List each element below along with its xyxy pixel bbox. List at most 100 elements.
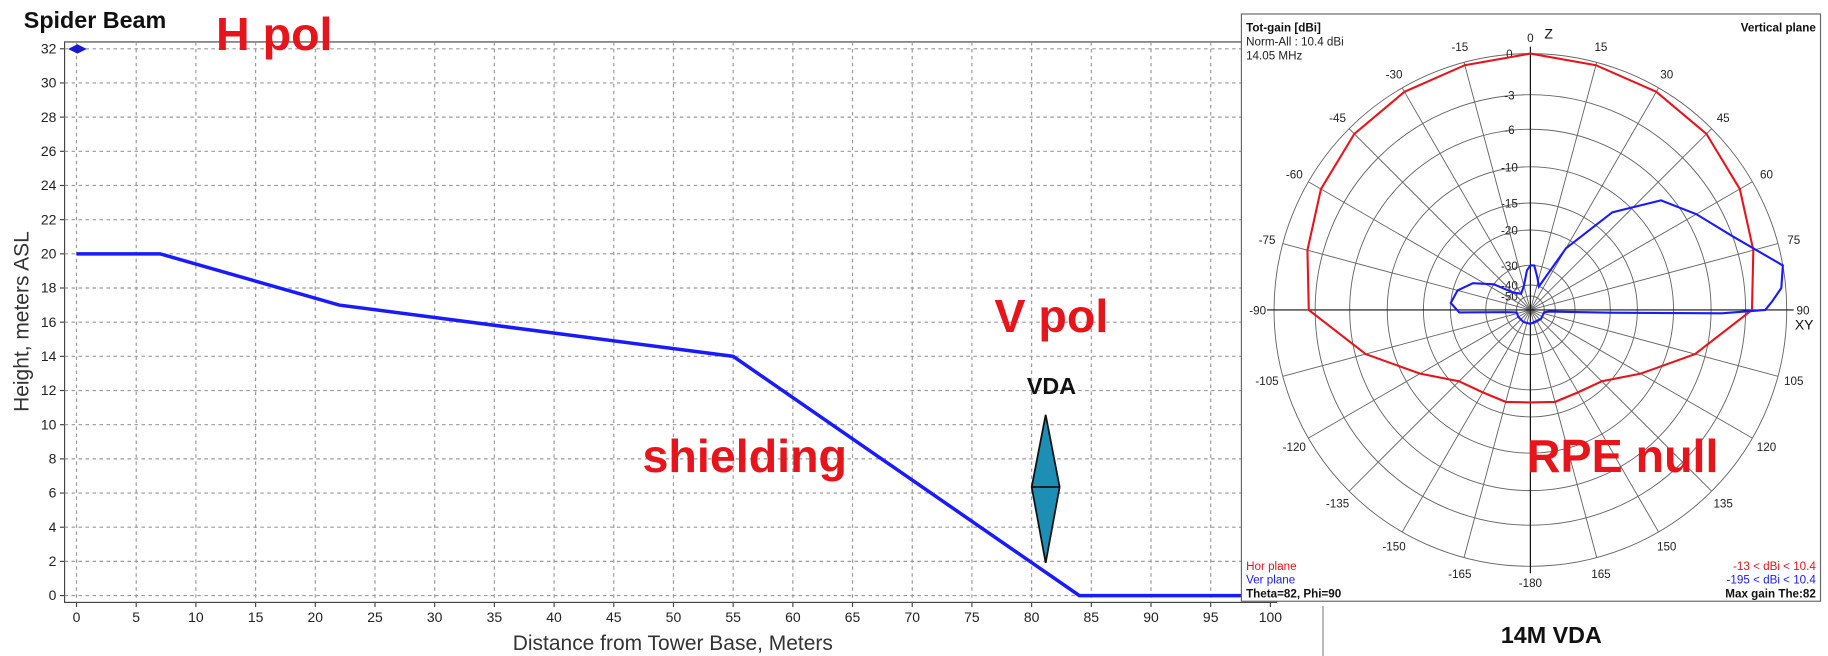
grid-spoke: [1463, 62, 1531, 311]
x-tick-label: 95: [1203, 609, 1219, 625]
theta-tick-label: 120: [1757, 441, 1777, 454]
theta-tick-label: 45: [1717, 112, 1730, 125]
y-tick-label: 20: [41, 245, 57, 261]
x-tick-label: 55: [725, 609, 741, 625]
theta-tick-label: 165: [1591, 568, 1610, 581]
theta-tick-label: 90: [1797, 305, 1810, 318]
r-tick-label: 0: [1506, 48, 1513, 61]
grid-spoke: [1348, 128, 1531, 311]
theta-tick-label: 60: [1760, 168, 1773, 181]
x-tick-label: 50: [666, 609, 682, 625]
grid-spoke: [1530, 243, 1779, 311]
theta-tick-label: 135: [1713, 497, 1732, 510]
grid-spoke: [1530, 128, 1712, 311]
theta-tick-label: 75: [1787, 234, 1800, 247]
theta-tick-label: 150: [1657, 541, 1677, 554]
axis-label: XY: [1795, 317, 1814, 333]
legend-label: Hor plane: [1246, 560, 1296, 573]
axis-label: Z: [1544, 25, 1553, 41]
x-tick-label: 75: [964, 609, 980, 625]
x-tick-label: 85: [1084, 609, 1100, 625]
y-tick-label: 28: [41, 109, 57, 125]
theta-tick-label: -60: [1286, 168, 1303, 181]
caption: 14M VDA: [1501, 622, 1602, 648]
r-tick-label: -15: [1501, 198, 1518, 211]
annotation: H pol: [216, 8, 332, 60]
theta-tick-label: -15: [1451, 41, 1468, 54]
x-tick-label: 60: [785, 609, 801, 625]
theta-tick-label: -135: [1326, 497, 1349, 510]
polar-plane: Vertical plane: [1741, 21, 1817, 34]
y-tick-label: 8: [49, 451, 57, 467]
annotation: RPE null: [1527, 430, 1719, 482]
annotation: shielding: [643, 430, 848, 482]
theta-tick-label: -90: [1249, 305, 1266, 318]
y-tick-label: 2: [49, 553, 57, 569]
grid-spoke: [1529, 309, 1659, 533]
annotation: V pol: [994, 290, 1108, 342]
polar-subtitle: 14.05 MHz: [1246, 49, 1302, 62]
x-tick-label: 0: [73, 609, 81, 625]
vda-icon: [1030, 414, 1061, 563]
polar-title: Tot-gain [dBi]: [1246, 21, 1321, 34]
theta-tick-label: -75: [1259, 234, 1276, 247]
y-tick-label: 24: [41, 177, 57, 193]
polar-subtitle: Norm-All : 10.4 dBi: [1246, 35, 1344, 48]
x-tick-label: 70: [904, 609, 920, 625]
grid-spoke: [1348, 309, 1531, 492]
x-tick-label: 10: [188, 609, 204, 625]
x-tick-label: 20: [308, 609, 324, 625]
y-axis-label: Height, meters ASL: [10, 231, 33, 412]
pattern-line: [1449, 199, 1784, 325]
r-tick-label: -30: [1501, 260, 1518, 273]
r-tick-label: -3: [1504, 89, 1514, 102]
grid-spoke: [1530, 309, 1779, 377]
y-tick-label: 12: [41, 382, 57, 398]
y-tick-label: 4: [49, 519, 57, 535]
y-tick-label: 32: [41, 40, 57, 56]
grid-spoke: [1401, 309, 1531, 533]
r-tick-label: -6: [1504, 124, 1514, 137]
x-tick-label: 100: [1259, 609, 1283, 625]
x-tick-label: 65: [845, 609, 861, 625]
grid-spoke: [1529, 309, 1598, 558]
grid-spoke: [1282, 243, 1531, 311]
x-tick-label: 15: [248, 609, 264, 625]
y-tick-label: 26: [41, 143, 57, 159]
y-tick-label: 18: [41, 280, 57, 296]
r-tick-label: -10: [1501, 161, 1518, 174]
y-tick-label: 16: [41, 314, 57, 330]
x-tick-label: 30: [427, 609, 443, 625]
grid-spoke: [1282, 309, 1531, 377]
theta-tick-label: -165: [1448, 568, 1471, 581]
theta-tick-label: 30: [1660, 68, 1673, 81]
footer-text: Max gain The:82: [1725, 588, 1816, 601]
range-label: -195 < dBi < 10.4: [1727, 574, 1817, 587]
annotation: VDA: [1027, 373, 1076, 399]
grid-spoke: [1401, 87, 1531, 311]
grid-spoke: [1529, 62, 1598, 311]
theta-tick-label: 0: [1527, 32, 1534, 45]
y-tick-label: 14: [41, 348, 57, 364]
x-tick-label: 5: [132, 609, 140, 625]
y-tick-label: 30: [41, 75, 57, 91]
theta-tick-label: 15: [1594, 41, 1607, 54]
theta-tick-label: -120: [1283, 441, 1307, 454]
x-tick-label: 90: [1143, 609, 1159, 625]
chart-title: Spider Beam: [24, 7, 166, 33]
x-tick-label: 25: [367, 609, 383, 625]
grid-spoke: [1530, 181, 1753, 311]
y-tick-label: 6: [49, 485, 57, 501]
x-tick-label: 35: [487, 609, 503, 625]
theta-tick-label: -30: [1386, 68, 1403, 81]
x-tick-label: 40: [546, 609, 562, 625]
pattern-line: [1306, 52, 1755, 404]
x-tick-label: 80: [1024, 609, 1040, 625]
theta-tick-label: -150: [1382, 541, 1406, 554]
y-tick-label: 0: [49, 587, 57, 603]
x-axis-label: Distance from Tower Base, Meters: [513, 632, 833, 655]
legend-label: Ver plane: [1246, 574, 1295, 587]
